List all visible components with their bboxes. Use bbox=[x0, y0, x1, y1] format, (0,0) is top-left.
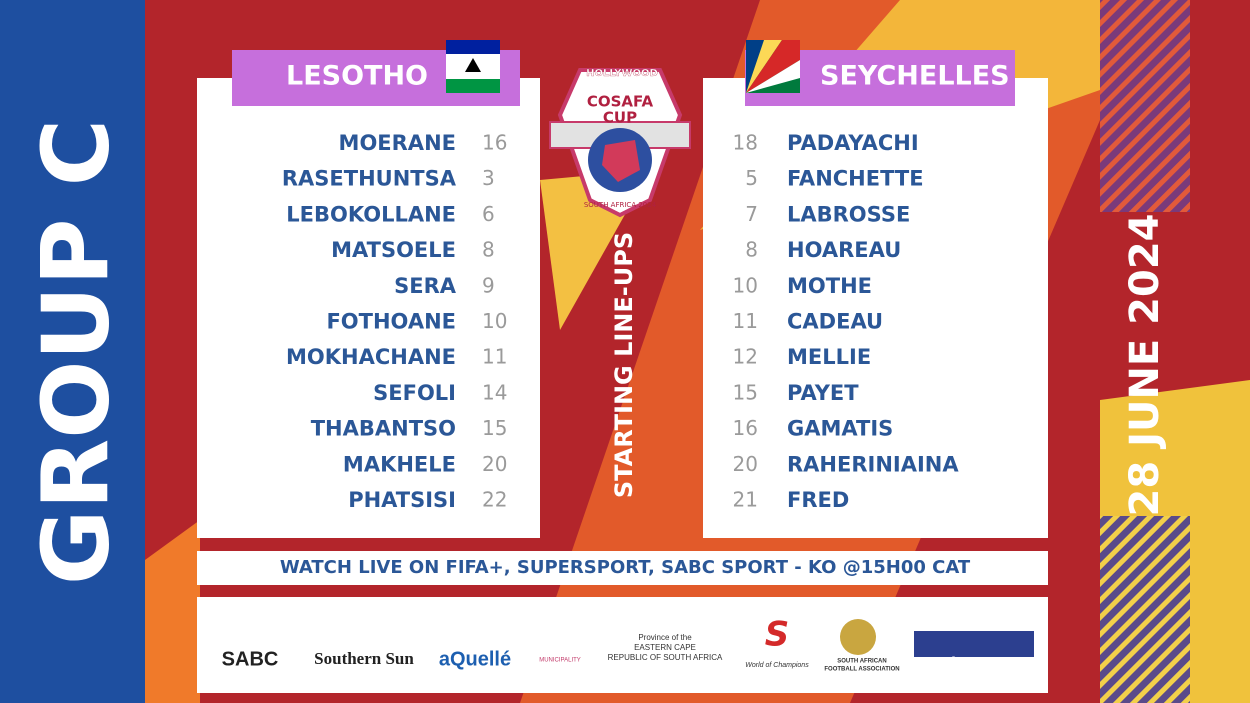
sponsor-text: SABC bbox=[222, 648, 279, 670]
cosafa-logo: HOLLYWOOD bets COSAFA CUP SOUTH AFRICA 2… bbox=[549, 68, 691, 218]
player-name: MATSOELE bbox=[331, 238, 456, 262]
lineups: MOERANE 16 RASETHUNTSA 3 LEBOKOLLANE 6 MATSOEL… bbox=[282, 131, 959, 513]
player-name: PAYET bbox=[787, 381, 859, 405]
team-panel bbox=[703, 78, 1048, 538]
match-date: 28 JUNE 2024 bbox=[1122, 213, 1168, 516]
flag-seychelles bbox=[746, 40, 800, 93]
sponsor-text: Southern Sun bbox=[314, 649, 414, 668]
player-number: 11 bbox=[482, 345, 507, 369]
player-number: 21 bbox=[733, 488, 758, 512]
player-name: PADAYACHI bbox=[787, 131, 919, 155]
group-label: GROUP C bbox=[22, 119, 129, 585]
sponsor-text: MUNICIPALITY bbox=[539, 658, 581, 664]
player-name: MAKHELE bbox=[343, 452, 456, 476]
stripe-box bbox=[1100, 516, 1190, 703]
svg-text:HOLLYWOOD: HOLLYWOOD bbox=[586, 68, 658, 79]
sponsor-text: EASTERN CAPE bbox=[634, 643, 696, 652]
player-name: MOKHACHANE bbox=[286, 345, 456, 369]
svg-text:bets: bets bbox=[634, 80, 647, 87]
player-name: HOAREAU bbox=[787, 238, 901, 262]
player-number: 5 bbox=[745, 166, 758, 190]
left-band bbox=[0, 0, 145, 703]
player-name: FOTHOANE bbox=[326, 310, 456, 334]
sponsor-text: joma bbox=[950, 654, 994, 674]
broadcast-text: WATCH LIVE ON FIFA+, SUPERSPORT, SABC SP… bbox=[280, 557, 971, 578]
sponsor-text: SOUTH AFRICAN bbox=[837, 659, 886, 665]
team-name: LESOTHO bbox=[286, 61, 428, 92]
player-name: LABROSSE bbox=[787, 202, 910, 226]
sponsor-text: FOOTBALL ASSOCIATION bbox=[824, 667, 899, 673]
sponsor-panel bbox=[197, 597, 1048, 693]
player-number: 15 bbox=[482, 416, 507, 440]
sponsor-text: World of Champions bbox=[745, 662, 809, 669]
player-number: 3 bbox=[482, 166, 495, 190]
svg-text:COSAFA: COSAFA bbox=[587, 93, 654, 111]
player-name: PHATSISI bbox=[348, 488, 456, 512]
sponsor-text: REPUBLIC OF SOUTH AFRICA bbox=[608, 653, 723, 662]
player-number: 8 bbox=[482, 238, 495, 262]
player-number: 8 bbox=[745, 238, 758, 262]
player-number: 15 bbox=[733, 380, 758, 404]
stripe-box bbox=[1100, 0, 1190, 212]
player-number: 10 bbox=[733, 273, 758, 297]
player-number: 22 bbox=[482, 488, 507, 512]
bg-shape bbox=[145, 520, 200, 703]
broadcast-banner bbox=[197, 551, 1048, 585]
player-number: 16 bbox=[482, 131, 507, 155]
player-name: MELLIE bbox=[787, 345, 871, 369]
player-name: SERA bbox=[394, 274, 457, 298]
player-number: 10 bbox=[482, 309, 507, 333]
flag-lesotho bbox=[446, 40, 500, 93]
player-name: RAHERINIAINA bbox=[787, 452, 959, 476]
subtitle: STARTING LINE-UPS bbox=[610, 232, 638, 498]
sponsor-text: aQuellé bbox=[439, 648, 511, 670]
safa-ball bbox=[840, 619, 876, 655]
player-number: 9 bbox=[482, 273, 495, 297]
player-name: MOERANE bbox=[339, 131, 456, 155]
player-number: 12 bbox=[733, 345, 758, 369]
team-name: SEYCHELLES bbox=[820, 61, 1010, 92]
joma-badge bbox=[914, 631, 1034, 657]
player-name: GAMATIS bbox=[787, 417, 893, 441]
player-number: 18 bbox=[733, 131, 758, 155]
player-name: SEFOLI bbox=[373, 381, 456, 405]
player-name: MOTHE bbox=[787, 274, 872, 298]
sponsor-text: Province of the bbox=[638, 633, 692, 642]
player-name: FRED bbox=[787, 488, 849, 512]
player-number: 7 bbox=[745, 202, 758, 226]
player-name: THABANTSO bbox=[311, 417, 456, 441]
sponsors: SABC Southern Sun aQuellé MUNICIPALITY Provi… bbox=[222, 615, 1034, 674]
player-number: 6 bbox=[482, 202, 495, 226]
player-number: 20 bbox=[482, 452, 507, 476]
svg-text:SOUTH AFRICA 2024: SOUTH AFRICA 2024 bbox=[584, 201, 657, 209]
team-panel bbox=[197, 78, 540, 538]
svg-text:CUP: CUP bbox=[603, 109, 637, 127]
player-number: 16 bbox=[733, 416, 758, 440]
player-number: 11 bbox=[733, 309, 758, 333]
ss-mark: S bbox=[765, 615, 790, 655]
player-name: RASETHUNTSA bbox=[282, 167, 457, 191]
player-number: 14 bbox=[482, 380, 507, 404]
player-name: FANCHETTE bbox=[787, 167, 924, 191]
player-name: LEBOKOLLANE bbox=[286, 202, 456, 226]
player-number: 20 bbox=[733, 452, 758, 476]
player-name: CADEAU bbox=[787, 310, 883, 334]
